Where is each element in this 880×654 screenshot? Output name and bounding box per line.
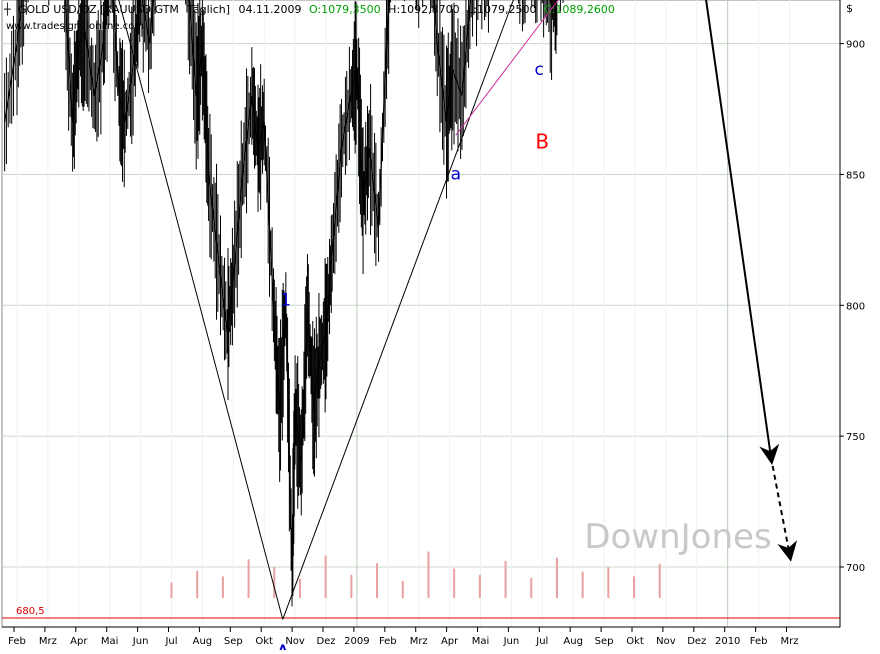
- x-tick-label: Feb: [8, 636, 26, 647]
- close-label: C:1089,2600: [544, 3, 615, 16]
- symbol-label: GOLD USD/OZ [XAUUSD GTM: [18, 3, 179, 16]
- trend-line: [282, 0, 514, 620]
- wave-label: c: [535, 60, 544, 80]
- site-label: www.tradesignalonline.com: [6, 21, 144, 32]
- volume-bars: [170, 551, 661, 598]
- watermark-text: DownJones: [584, 517, 771, 557]
- wave-label: A: [275, 642, 290, 650]
- x-tick-label: Jul: [535, 636, 548, 647]
- x-tick-label: Okt: [255, 636, 273, 647]
- x-tick-label: 2010: [715, 636, 740, 647]
- horizontal-levels: 1025,94981006,5906680,5: [2, 606, 840, 619]
- open-label: O:1079,3500: [309, 3, 381, 16]
- x-tick-label: Mai: [472, 636, 490, 647]
- x-tick-label: Mrz: [39, 636, 57, 647]
- wave-labels: 155A1AabcBde1234BC: [275, 60, 549, 654]
- trend-lines: [118, 0, 559, 620]
- low-label: L:1079,2500: [467, 3, 536, 16]
- x-tick-label: Sep: [595, 636, 614, 647]
- x-tick-label: Jun: [503, 636, 520, 647]
- projection-segment: [705, 0, 780, 466]
- axes: 700750800850900950100010501100FebMrzAprM…: [2, 0, 865, 647]
- wave-label: B: [535, 129, 549, 153]
- x-tick-label: Jun: [132, 636, 149, 647]
- trend-line: [455, 0, 559, 136]
- y-tick-label: 900: [846, 40, 865, 51]
- y-tick-label: 800: [846, 301, 865, 312]
- trend-line: [118, 0, 284, 620]
- high-label: H:1092,8700: [388, 3, 459, 16]
- crosshair-icon[interactable]: ┼: [3, 2, 11, 16]
- x-tick-label: Nov: [656, 636, 676, 647]
- wave-label: 1: [280, 290, 291, 310]
- x-tick-label: Apr: [441, 636, 459, 647]
- grid: [1, 0, 841, 628]
- x-tick-label: Mrz: [781, 636, 799, 647]
- price-series: [4, 0, 564, 607]
- x-tick-label: Feb: [379, 636, 397, 647]
- x-tick-label: Jul: [164, 636, 177, 647]
- y-tick-label: 750: [846, 432, 865, 443]
- x-tick-label: Mrz: [410, 636, 428, 647]
- chart-header: ┼ GOLD USD/OZ [XAUUSD GTM Täglich] 04.11…: [3, 2, 615, 32]
- x-tick-label: Mai: [101, 636, 119, 647]
- x-tick-label: Aug: [563, 636, 583, 647]
- svg-text:GOLD USD/OZ [XAUUSD GTM: GOLD USD/OZ [XAUUSD GTM Täglich] 04.11.2…: [18, 3, 615, 16]
- currency-symbol: $: [846, 2, 853, 15]
- x-tick-label: Aug: [193, 636, 213, 647]
- x-tick-label: 2009: [344, 636, 369, 647]
- level-label: 680,5: [16, 606, 45, 617]
- x-tick-label: Dez: [687, 636, 706, 647]
- x-tick-label: Nov: [285, 636, 305, 647]
- x-tick-label: Sep: [224, 636, 243, 647]
- y-tick-label: 700: [846, 563, 865, 574]
- x-tick-label: Dez: [316, 636, 335, 647]
- x-tick-label: Feb: [750, 636, 768, 647]
- projection-segment: [769, 456, 798, 562]
- wave-label: a: [451, 165, 461, 185]
- date-label: 04.11.2009: [239, 3, 302, 16]
- interval-label: Täglich]: [186, 3, 230, 16]
- y-tick-label: 850: [846, 170, 865, 181]
- x-tick-label: Okt: [626, 636, 644, 647]
- projection-arrow: [705, 0, 798, 562]
- x-tick-label: Apr: [70, 636, 88, 647]
- plot-frame: [1, 0, 841, 628]
